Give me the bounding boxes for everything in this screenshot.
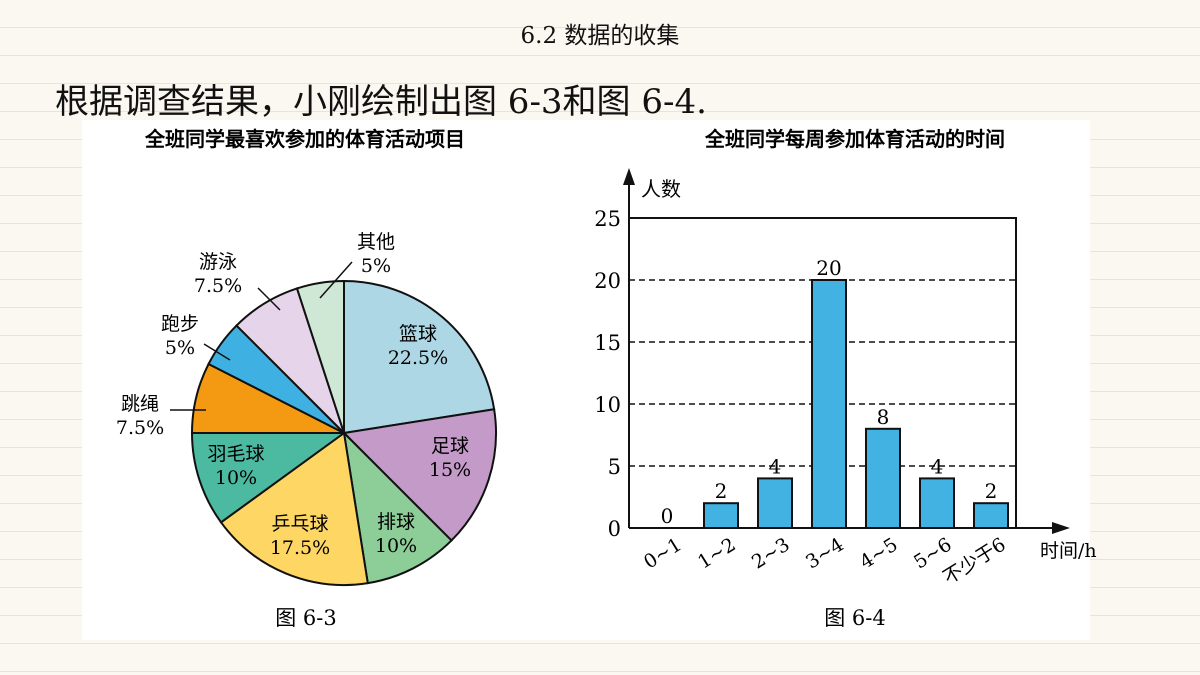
- bar-value-label: 0: [661, 504, 674, 528]
- leader-line: [257, 287, 281, 311]
- bar: [919, 477, 955, 529]
- pie-slice-1: [341, 408, 497, 542]
- y-tick-label: 0: [608, 517, 621, 541]
- pie-label: 足球: [431, 435, 469, 457]
- heading: 根据调查结果，小刚绘制出图 6-3和图 6-4.: [55, 82, 707, 122]
- bar-title: 全班同学每周参加体育活动的时间: [704, 127, 1005, 151]
- x-tick-label: 2~3: [748, 534, 794, 574]
- pie-label: 跑步: [161, 313, 199, 335]
- plot-frame: [629, 217, 1017, 528]
- pie-slice-2: [342, 430, 453, 585]
- bar-value-label: 8: [877, 405, 890, 429]
- pie-caption: 图 6-3: [275, 606, 337, 630]
- pie-percent-label: 15%: [429, 459, 471, 481]
- bar-caption: 图 6-4: [824, 606, 886, 630]
- pie-label: 排球: [377, 511, 415, 533]
- bar: [811, 279, 847, 529]
- bar-value-label: 2: [985, 479, 998, 503]
- pie-percent-label: 22.5%: [388, 347, 448, 369]
- bar-value-label: 4: [769, 454, 782, 478]
- leader-line: [319, 261, 353, 299]
- pie-label: 乒乓球: [271, 513, 328, 535]
- pie-label: 篮球: [399, 323, 437, 345]
- y-tick-label: 20: [594, 269, 621, 293]
- pie-slice-4: [190, 432, 348, 524]
- x-tick-label: 0~1: [640, 534, 686, 574]
- pie-percent-label: 7.5%: [116, 417, 164, 439]
- y-tick-label: 10: [594, 393, 621, 417]
- bar: [973, 502, 1009, 530]
- slide-title: 6.2 数据的收集: [520, 23, 680, 49]
- pie-label: 羽毛球: [207, 443, 264, 465]
- x-tick-label: 1~2: [694, 534, 740, 574]
- bar-value-label: 20: [816, 256, 841, 280]
- pie-slice-3: [219, 431, 369, 586]
- pie-label: 跳绳: [121, 393, 159, 415]
- x-tick-label: 不少于6: [939, 534, 1009, 589]
- bar-value-label: 4: [931, 454, 944, 478]
- bar-value-label: 2: [715, 479, 728, 503]
- x-axis-label: 时间/h: [1040, 540, 1097, 562]
- bar: [865, 427, 901, 529]
- x-tick-label: 3~4: [802, 534, 848, 574]
- leader-line: [203, 343, 231, 361]
- pie-title: 全班同学最喜欢参加的体育活动项目: [144, 127, 465, 151]
- pie-chart: 篮球22.5%足球15%排球10%乒乓球17.5%羽毛球10%跳绳7.5%跑步5…: [116, 231, 497, 586]
- bar: [703, 502, 739, 530]
- pie-label: 游泳: [199, 251, 237, 273]
- y-tick-label: 25: [594, 207, 621, 231]
- pie-percent-label: 7.5%: [194, 275, 242, 297]
- y-tick-label: 15: [594, 331, 621, 355]
- bar-chart: 0510152025人数时间/h00~121~242~3203~484~545~…: [594, 168, 1097, 589]
- pie-slice-0: [343, 279, 496, 435]
- pie-percent-label: 10%: [375, 535, 417, 557]
- pie-percent-label: 5%: [361, 255, 391, 277]
- pie-percent-label: 5%: [165, 337, 195, 359]
- x-axis-arrow-icon: [1052, 522, 1070, 534]
- bar: [757, 477, 793, 529]
- x-tick-label: 4~5: [856, 534, 902, 574]
- y-axis-arrow-icon: [623, 168, 635, 185]
- y-tick-label: 5: [608, 455, 621, 479]
- pie-percent-label: 17.5%: [270, 537, 330, 559]
- pie-label: 其他: [357, 231, 395, 253]
- y-axis-label: 人数: [641, 177, 681, 201]
- pie-slice-8: [295, 279, 345, 434]
- pie-percent-label: 10%: [215, 467, 257, 489]
